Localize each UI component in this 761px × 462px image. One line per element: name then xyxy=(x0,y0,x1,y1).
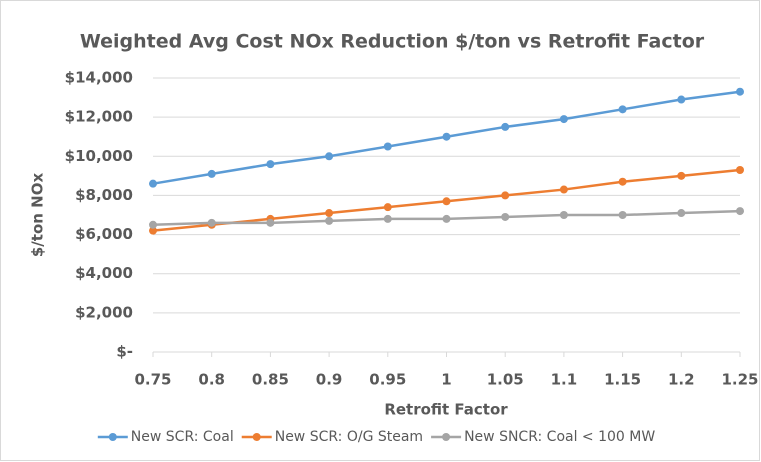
legend-text: New SCR: Coal xyxy=(131,429,234,445)
data-point xyxy=(736,165,744,174)
data-point xyxy=(559,185,568,194)
data-point xyxy=(207,169,216,178)
data-point xyxy=(383,142,392,151)
x-tick-label: 1 xyxy=(441,371,451,389)
x-tick-label: 0.8 xyxy=(198,371,225,389)
data-point xyxy=(618,177,627,186)
data-point xyxy=(207,218,216,227)
y-tick-label: $12,000 xyxy=(65,108,133,126)
x-tick-label: 1.1 xyxy=(551,371,578,389)
data-point xyxy=(559,115,568,124)
data-point xyxy=(677,95,686,104)
x-axis-title: Retrofit Factor xyxy=(384,401,508,419)
data-point xyxy=(501,191,510,200)
chart-title: Weighted Avg Cost NOx Reduction $/ton vs… xyxy=(80,31,705,53)
legend-item: New SCR: Coal xyxy=(97,429,234,445)
data-point xyxy=(149,226,157,235)
y-tick-label: $8,000 xyxy=(75,186,133,204)
legend-text: New SNCR: Coal < 100 MW xyxy=(464,429,655,445)
data-point xyxy=(442,214,451,223)
x-tick-label: 0.75 xyxy=(134,371,171,389)
legend-marker xyxy=(442,433,451,441)
data-point xyxy=(149,220,157,229)
x-tick-label: 1.05 xyxy=(487,371,524,389)
data-point xyxy=(383,203,392,212)
y-tick-label: $- xyxy=(116,343,133,361)
x-tick-label: 1.15 xyxy=(604,371,641,389)
data-point xyxy=(677,209,686,218)
x-tick-label: 0.9 xyxy=(316,371,343,389)
x-tick-label: 1.2 xyxy=(668,371,695,389)
data-point xyxy=(266,218,275,227)
legend-item: New SCR: O/G Steam xyxy=(241,429,423,445)
y-tick-label: $10,000 xyxy=(65,147,133,165)
data-point xyxy=(677,171,686,180)
data-point xyxy=(266,160,275,169)
data-point xyxy=(559,211,568,219)
data-point xyxy=(442,132,451,141)
legend-item: New SNCR: Coal < 100 MW xyxy=(431,429,655,445)
legend-text: New SCR: O/G Steam xyxy=(275,429,423,445)
data-point xyxy=(325,152,334,161)
data-point xyxy=(736,87,744,96)
data-point xyxy=(383,214,392,223)
data-point xyxy=(618,211,627,219)
y-tick-label: $2,000 xyxy=(75,303,133,321)
x-tick-label: 1.25 xyxy=(721,371,758,389)
x-tick-label: 0.85 xyxy=(252,371,289,389)
data-point xyxy=(325,216,334,225)
legend-marker xyxy=(108,433,117,441)
y-tick-label: $14,000 xyxy=(65,69,133,87)
y-tick-label: $6,000 xyxy=(75,225,133,243)
y-tick-label: $4,000 xyxy=(75,264,133,282)
data-point xyxy=(501,122,510,131)
data-point xyxy=(325,209,334,218)
data-point xyxy=(501,212,510,221)
data-point xyxy=(736,207,744,216)
data-point xyxy=(149,179,157,188)
x-tick-label: 0.95 xyxy=(369,371,406,389)
data-point xyxy=(442,197,451,206)
data-point xyxy=(618,105,627,114)
legend-marker xyxy=(252,433,261,441)
y-axis-title: $/ton NOx xyxy=(29,173,47,258)
